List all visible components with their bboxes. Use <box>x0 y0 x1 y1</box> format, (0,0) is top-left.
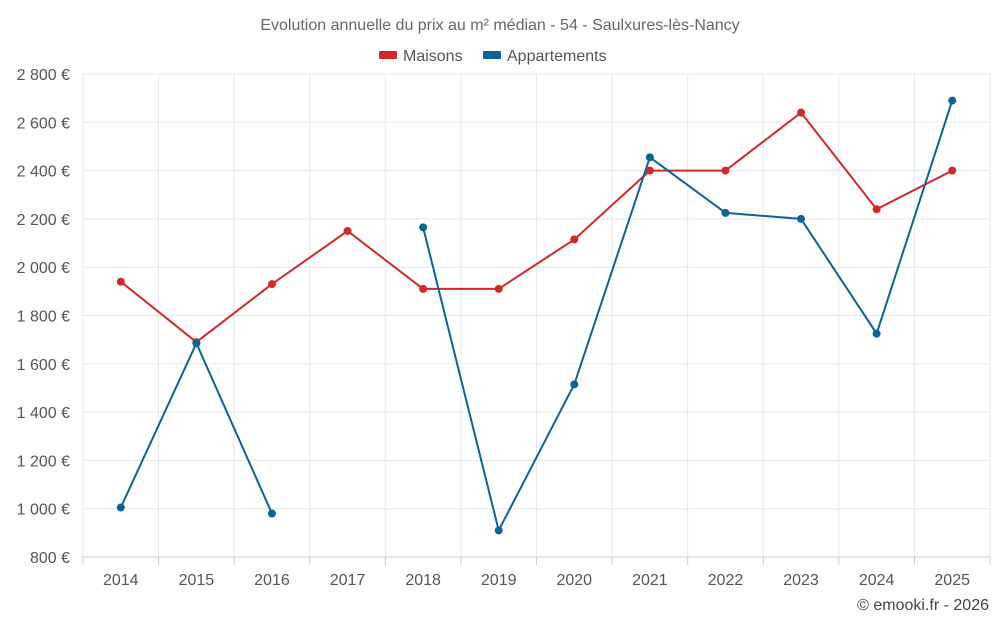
x-tick-label: 2017 <box>330 572 366 589</box>
data-point-maisons <box>267 280 276 289</box>
y-tick-label: 1 200 € <box>17 453 70 470</box>
x-tick-label: 2016 <box>254 572 290 589</box>
data-point-maisons <box>419 284 428 293</box>
data-point-appartements <box>872 329 881 338</box>
data-point-maisons <box>721 166 730 175</box>
series-layer <box>116 96 957 535</box>
y-tick-label: 1 000 € <box>17 502 70 519</box>
x-tick-label: 2020 <box>556 572 592 589</box>
data-point-maisons <box>948 166 957 175</box>
credit-text: © emooki.fr - 2026 <box>857 597 989 614</box>
series-line-maisons <box>120 111 953 344</box>
y-tick-label: 1 800 € <box>17 309 70 326</box>
y-tick-label: 1 600 € <box>17 357 70 374</box>
series-line-appartements <box>119 342 273 514</box>
data-point-appartements <box>948 96 957 105</box>
x-tick-label: 2014 <box>103 572 139 589</box>
y-tick-label: 2 800 € <box>17 67 70 84</box>
data-point-appartements <box>797 214 806 223</box>
x-axis: 2014 2015 2016 2017 2018 2019 2020 2021 2022 2023… <box>82 556 991 589</box>
data-point-appartements <box>570 380 579 389</box>
chart-title: Evolution annuelle du prix au m² médian … <box>260 17 739 34</box>
grid <box>82 73 991 557</box>
y-tick-label: 2 000 € <box>17 260 70 277</box>
x-tick-label: 2019 <box>481 572 517 589</box>
y-tick-label: 1 400 € <box>17 405 70 422</box>
legend-label-maisons: Maisons <box>403 48 463 65</box>
data-point-maisons <box>116 277 125 286</box>
data-point-appartements <box>267 509 276 518</box>
x-tick-label: 2015 <box>179 572 215 589</box>
data-point-maisons <box>645 166 654 175</box>
data-point-appartements <box>494 526 503 535</box>
x-tick-label: 2024 <box>859 572 895 589</box>
x-tick-label: 2025 <box>934 572 970 589</box>
x-tick-label: 2021 <box>632 572 668 589</box>
data-point-maisons <box>494 284 503 293</box>
x-tick-label: 2018 <box>405 572 441 589</box>
y-tick-label: 2 400 € <box>17 164 70 181</box>
y-axis: 800 € 1 000 € 1 200 € 1 400 € 1 600 € 1 800 €… <box>17 67 70 567</box>
legend-label-appartements: Appartements <box>507 48 607 65</box>
legend: Maisons Appartements <box>379 48 607 65</box>
data-point-appartements <box>116 503 125 512</box>
y-tick-label: 2 200 € <box>17 212 70 229</box>
y-tick-label: 2 600 € <box>17 115 70 132</box>
data-point-maisons <box>570 235 579 244</box>
data-point-appartements <box>419 223 428 232</box>
series-line-appartements <box>422 100 954 532</box>
x-tick-label: 2022 <box>708 572 744 589</box>
data-point-appartements <box>645 153 654 162</box>
legend-swatch-maisons <box>379 51 397 59</box>
y-tick-label: 800 € <box>30 550 70 567</box>
x-tick-label: 2023 <box>783 572 819 589</box>
data-point-maisons <box>797 108 806 117</box>
data-point-appartements <box>192 339 201 348</box>
data-point-maisons <box>343 226 352 235</box>
legend-swatch-appartements <box>483 51 501 59</box>
data-point-appartements <box>721 208 730 217</box>
data-point-maisons <box>872 205 881 214</box>
